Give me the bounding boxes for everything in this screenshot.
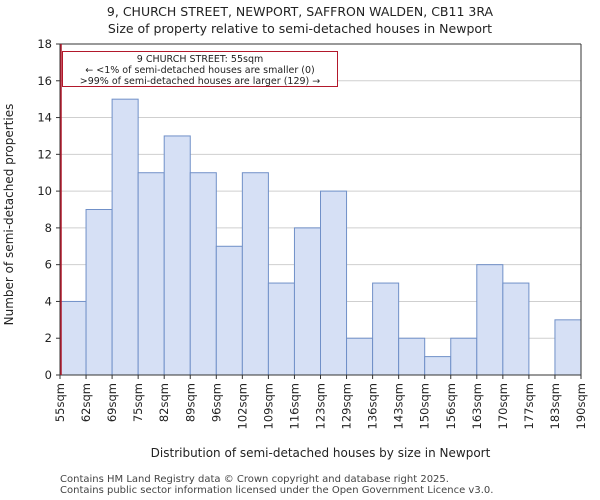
x-tick-label: 62sqm	[79, 383, 93, 422]
x-tick-label: 190sqm	[574, 383, 588, 429]
bar-82sqm	[163, 135, 191, 376]
x-tick-label: 82sqm	[157, 383, 171, 422]
property-annotation: 9 CHURCH STREET: 55sqm ← <1% of semi-det…	[62, 51, 338, 87]
bar-150sqm	[424, 356, 452, 376]
y-tick-label: 10	[37, 184, 52, 198]
chart-title: 9, CHURCH STREET, NEWPORT, SAFFRON WALDE…	[106, 4, 494, 19]
x-tick-label: 102sqm	[235, 383, 249, 429]
y-tick-label: 18	[37, 37, 52, 51]
bar-136sqm	[372, 282, 400, 376]
bar-116sqm	[293, 227, 322, 376]
bar-109sqm	[267, 282, 295, 376]
bar-183sqm	[554, 319, 582, 376]
bar-163sqm	[476, 264, 504, 376]
x-tick-label: 96sqm	[209, 383, 223, 422]
y-tick-label: 2	[45, 331, 52, 345]
bar-55sqm	[59, 300, 87, 376]
bar-102sqm	[241, 172, 269, 376]
y-axis-label: Number of semi-detached properties	[2, 104, 16, 326]
y-tick-label: 14	[37, 111, 52, 125]
x-tick-label: 183sqm	[548, 383, 562, 429]
x-tick-label: 123sqm	[314, 383, 328, 429]
x-tick-label: 69sqm	[105, 383, 119, 422]
x-tick-label: 89sqm	[183, 383, 197, 422]
chart-subtitle: Size of property relative to semi-detach…	[107, 21, 493, 36]
x-tick-label: 75sqm	[131, 383, 145, 422]
x-tick-label: 116sqm	[287, 383, 301, 429]
bar-143sqm	[398, 337, 426, 376]
bar-75sqm	[137, 172, 165, 376]
bar-170sqm	[502, 282, 530, 376]
x-axis-label: Distribution of semi-detached houses by …	[151, 446, 491, 460]
annotation-line-2: ← <1% of semi-detached houses are smalle…	[85, 65, 315, 76]
y-tick-label: 6	[45, 258, 52, 272]
x-tick-label: 109sqm	[261, 383, 275, 429]
y-tick-label: 12	[37, 147, 52, 161]
x-tick-label: 177sqm	[522, 383, 536, 429]
bar-89sqm	[189, 172, 217, 376]
y-tick-label: 16	[37, 74, 52, 88]
x-tick-label: 143sqm	[392, 383, 406, 429]
bar-62sqm	[85, 209, 113, 376]
annotation-line-1: 9 CHURCH STREET: 55sqm	[136, 54, 264, 65]
annotation-line-3: >99% of semi-detached houses are larger …	[79, 76, 321, 87]
x-tick-label: 55sqm	[53, 383, 67, 422]
bar-123sqm	[320, 190, 348, 376]
bar-69sqm	[111, 98, 139, 376]
y-tick-label: 4	[45, 294, 52, 308]
y-tick-label: 8	[45, 221, 52, 235]
bar-156sqm	[450, 337, 478, 376]
y-tick-label: 0	[45, 368, 52, 382]
x-tick-label: 129sqm	[340, 383, 354, 429]
footer-line-1: Contains HM Land Registry data © Crown c…	[60, 474, 449, 485]
x-tick-label: 136sqm	[366, 383, 380, 429]
x-tick-label: 163sqm	[470, 383, 484, 429]
x-tick-label: 156sqm	[444, 383, 458, 429]
footer-line-2: Contains public sector information licen…	[60, 485, 494, 496]
bar-96sqm	[215, 245, 243, 376]
bar-129sqm	[346, 337, 374, 376]
x-tick-label: 170sqm	[496, 383, 510, 429]
x-tick-label: 150sqm	[418, 383, 432, 429]
